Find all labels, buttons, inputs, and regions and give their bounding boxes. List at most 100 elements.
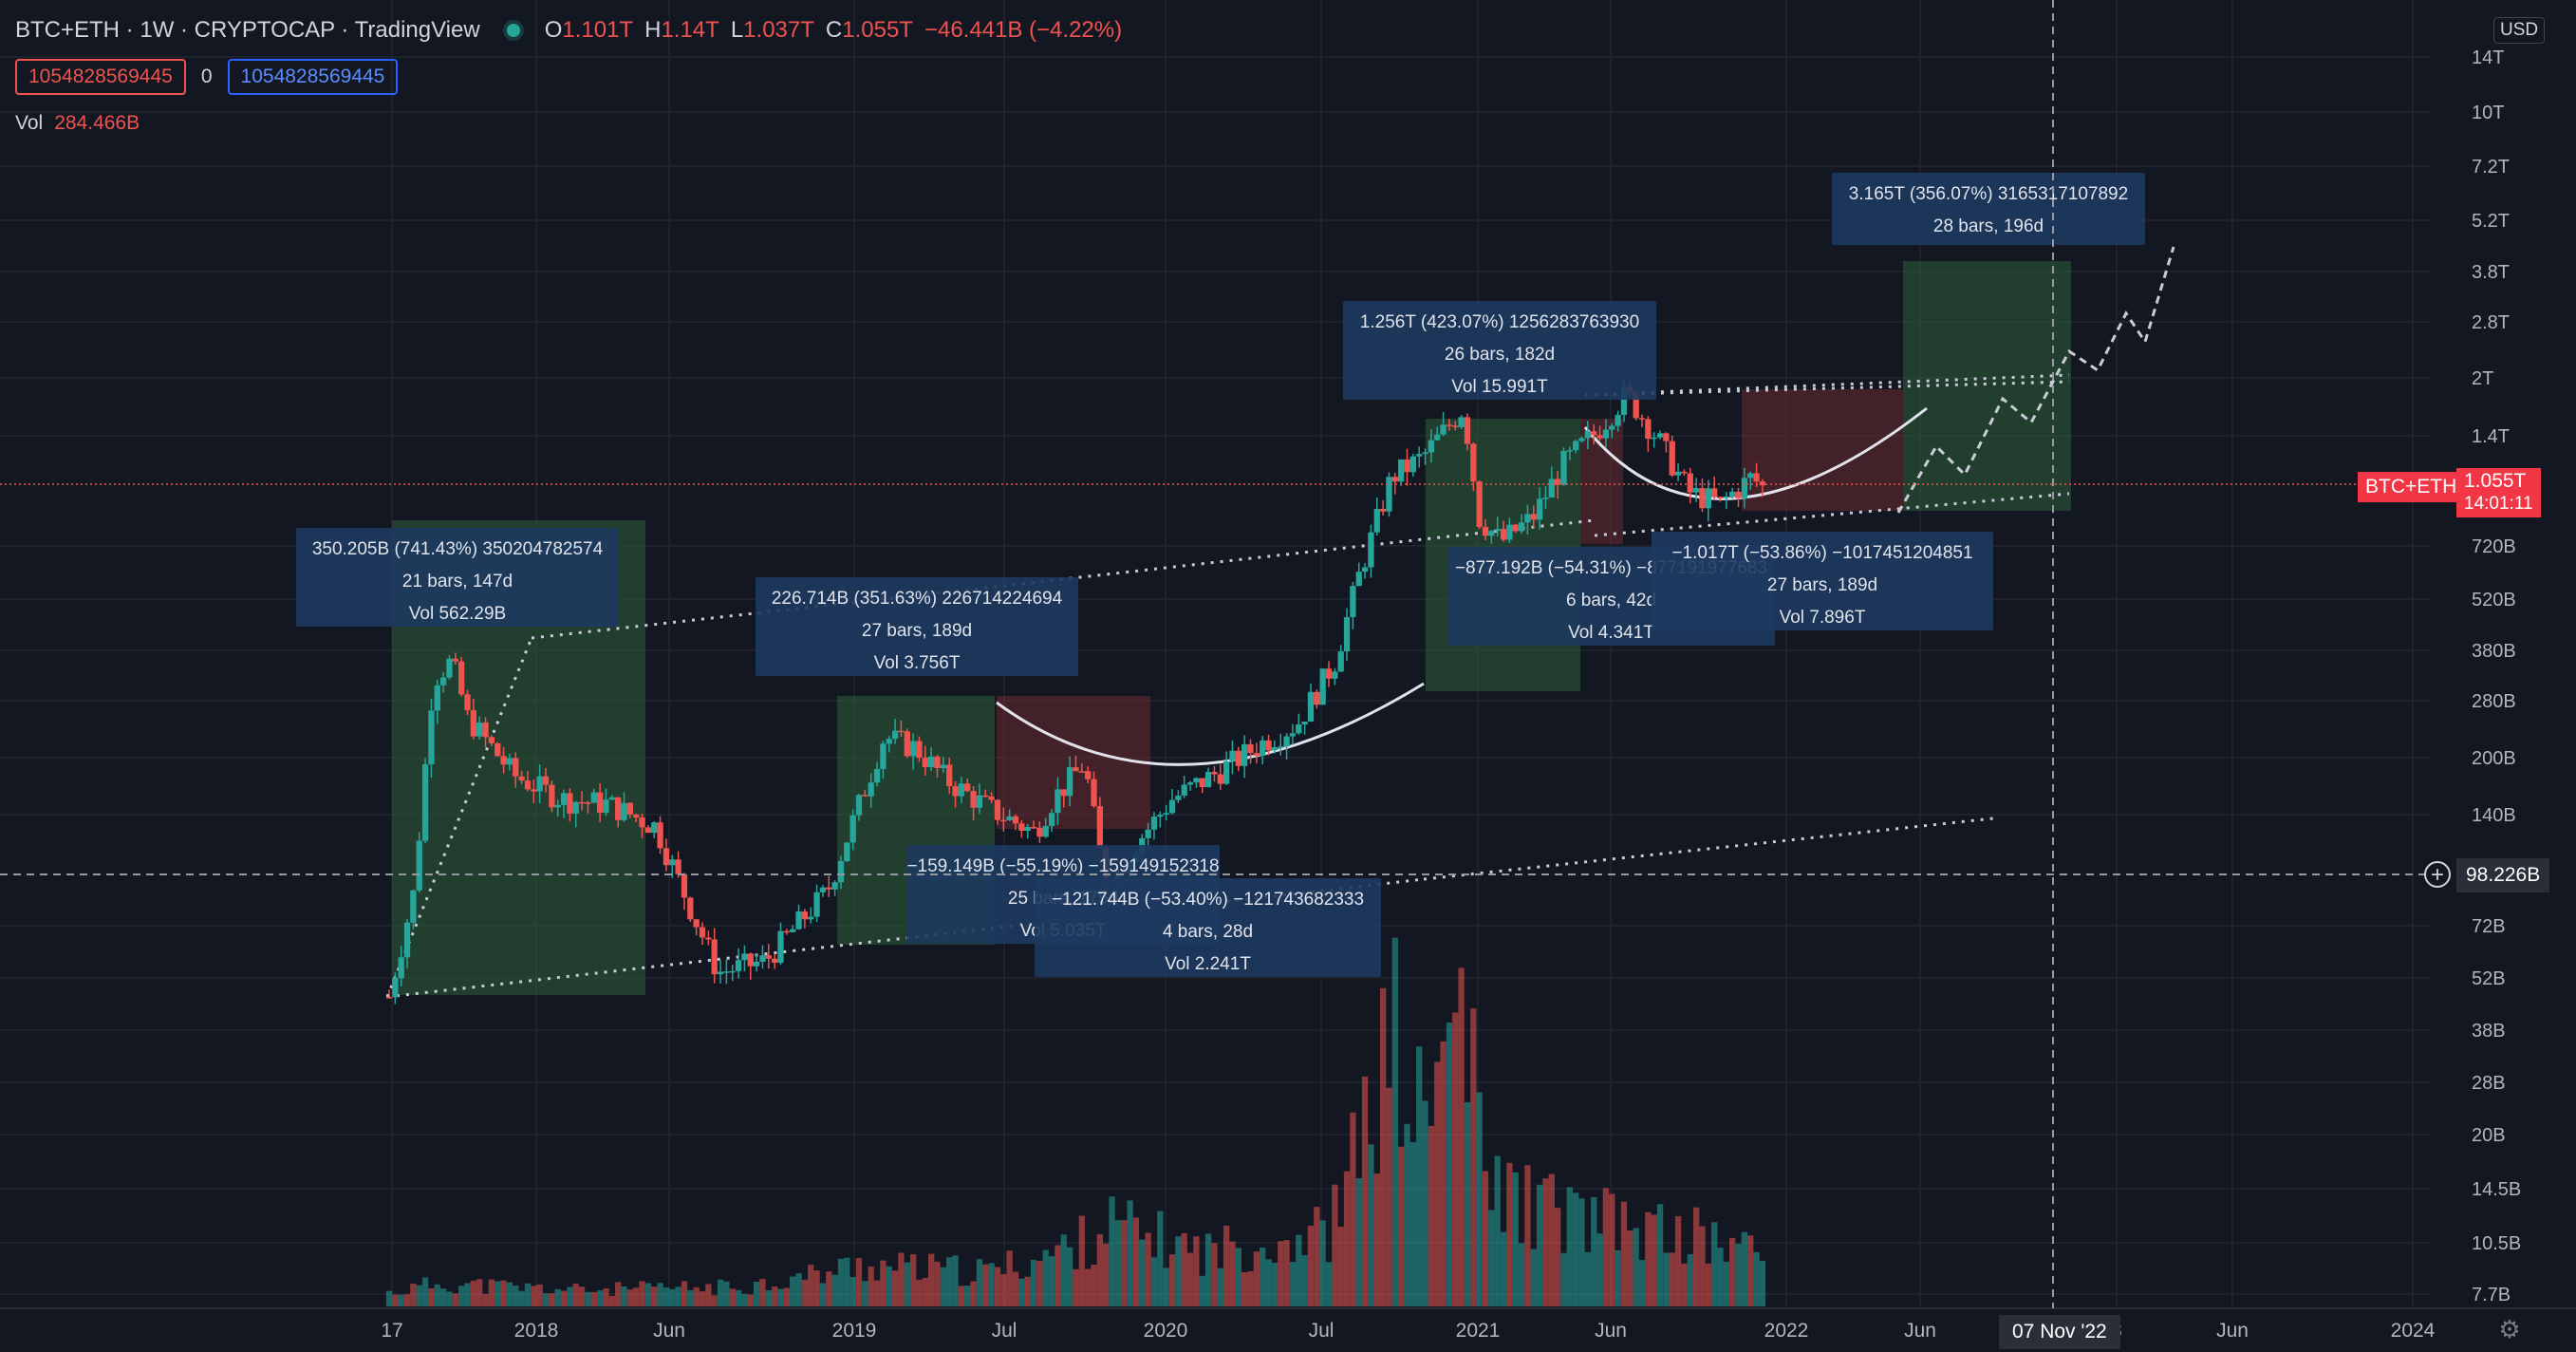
measure-box-text: 27 bars, 189d (1767, 575, 1877, 595)
candle-body (970, 791, 977, 808)
volume-bar (826, 1271, 832, 1306)
volume-bar (790, 1276, 796, 1306)
volume-bar (1705, 1263, 1711, 1306)
volume-bar (1518, 1243, 1525, 1306)
volume-bar (1127, 1200, 1133, 1306)
volume-bar (1753, 1251, 1760, 1306)
candle-body (946, 764, 953, 787)
candle-body (542, 776, 550, 785)
price-tick-label: 10.5B (2472, 1233, 2521, 1254)
candle-body (1548, 479, 1555, 498)
volume-bar (1096, 1233, 1103, 1306)
volume-legend: Vol 284.466B (15, 112, 140, 135)
candle-body (1494, 529, 1501, 532)
volume-bar (1241, 1271, 1248, 1306)
volume-bar (1332, 1184, 1338, 1306)
candle-body (693, 919, 700, 928)
volume-bar (410, 1283, 417, 1306)
candle-body (747, 953, 754, 967)
candle-body (578, 801, 586, 804)
volume-bar (542, 1293, 550, 1306)
candle-body (1361, 567, 1369, 573)
symbol-title[interactable]: BTC+ETH · 1W · CRYPTOCAP · TradingView (15, 17, 480, 43)
candle-body (1241, 743, 1248, 766)
buy-button[interactable]: 1054828569445 (227, 59, 399, 95)
candle-body (711, 939, 718, 975)
volume-bar (549, 1293, 555, 1306)
candle-body (621, 802, 627, 820)
volume-bar (964, 1285, 971, 1306)
candle-body (1440, 424, 1447, 435)
market-status-icon (506, 24, 520, 37)
currency-button[interactable]: USD (2493, 17, 2546, 44)
price-tick-label: 1.4T (2472, 426, 2510, 447)
candle-body (1470, 443, 1477, 482)
volume-bar (1651, 1214, 1657, 1306)
volume-bar (681, 1281, 688, 1306)
candle-body (554, 804, 561, 808)
time-tick-label: 2018 (514, 1320, 559, 1342)
bar-countdown: 14:01:11 (2464, 494, 2533, 514)
volume-bar (1620, 1201, 1628, 1306)
volume-bar (1260, 1247, 1266, 1306)
price-tick-label: 38B (2472, 1021, 2506, 1042)
candle-body (1669, 441, 1675, 476)
candle-body (1186, 782, 1194, 785)
candle-body (1578, 438, 1585, 441)
volume-bar (711, 1295, 718, 1306)
ohlc-low: L1.037T (730, 17, 814, 43)
measure-box-text: Vol 15.991T (1451, 377, 1548, 397)
volume-bar (988, 1263, 995, 1306)
volume-bar (1030, 1259, 1037, 1306)
volume-bar (741, 1293, 748, 1306)
sell-button[interactable]: 1054828569445 (15, 59, 186, 95)
volume-bar (759, 1279, 766, 1306)
volume-bar (578, 1286, 586, 1306)
candle-body (1355, 572, 1362, 587)
candle-body (1602, 429, 1610, 439)
volume-bar (1747, 1235, 1754, 1306)
candle-body (765, 955, 772, 959)
time-tick-label: Jun (1904, 1320, 1936, 1342)
time-tick-label: 2021 (1456, 1320, 1501, 1342)
candle-body (1428, 440, 1435, 453)
volume-bar (657, 1283, 663, 1306)
volume-bar (1181, 1232, 1187, 1306)
volume-bar (398, 1294, 404, 1306)
volume-bar (1681, 1263, 1688, 1306)
price-tick-label: 200B (2472, 748, 2516, 769)
candle-body (615, 797, 622, 820)
volume-bar (1633, 1228, 1639, 1306)
time-axis: 172018Jun2019Jul2020Jul2021Jun2022Jun3Ju… (0, 1307, 2576, 1342)
candle-body (873, 768, 881, 783)
measure-box (1652, 532, 1993, 630)
volume-bar (434, 1284, 440, 1306)
volume-bar (1602, 1188, 1610, 1306)
volume-bar (1717, 1248, 1724, 1306)
gear-icon[interactable]: ⚙ (2498, 1315, 2521, 1343)
volume-bar (608, 1295, 615, 1306)
volume-bar (801, 1279, 809, 1306)
candle-body (1452, 425, 1459, 427)
volume-bar (1674, 1215, 1682, 1306)
volume-bar (439, 1288, 447, 1306)
time-tick-label: Jul (1309, 1320, 1335, 1342)
volume-bar (1729, 1237, 1736, 1306)
candle-body (663, 848, 670, 866)
volume-bar (495, 1281, 501, 1306)
volume-bar (531, 1286, 537, 1306)
candle-body (1674, 471, 1682, 476)
volume-bar (621, 1286, 627, 1306)
candle-body (1651, 437, 1657, 440)
last-price-tag: 1.055T 14:01:11 (2456, 468, 2541, 517)
volume-bar (1085, 1268, 1092, 1306)
add-alert-icon[interactable]: + (2424, 861, 2451, 888)
volume-bar (1512, 1172, 1519, 1306)
volume-bar (1103, 1243, 1110, 1306)
volume-bar (855, 1258, 863, 1306)
volume-bar (428, 1288, 435, 1306)
price-tick-label: 28B (2472, 1073, 2506, 1094)
candle-body (1024, 826, 1031, 832)
volume-bar (753, 1281, 760, 1306)
